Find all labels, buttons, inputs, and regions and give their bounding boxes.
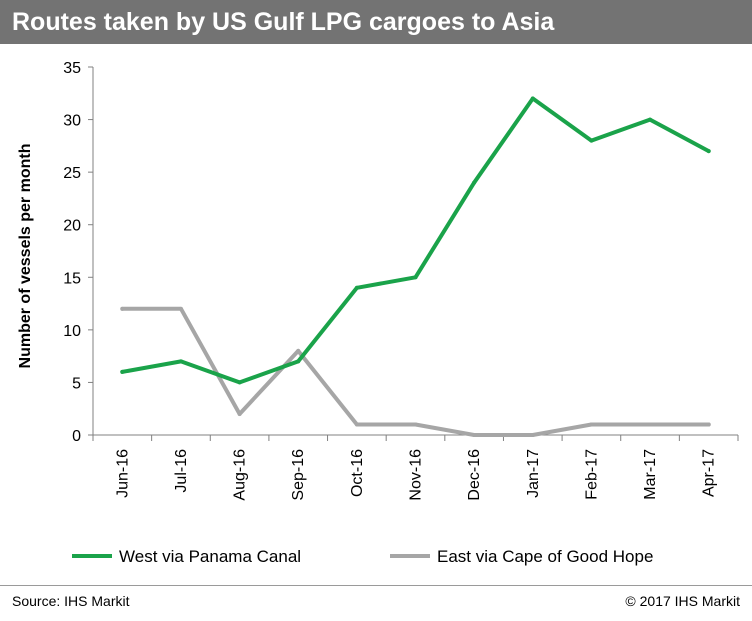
y-tick-label: 25 — [63, 165, 81, 182]
data-point — [589, 422, 594, 427]
x-tick-label: Aug-16 — [232, 449, 249, 501]
x-tick-label: Oct-16 — [349, 449, 366, 497]
data-point — [296, 359, 301, 364]
copyright-note: © 2017 IHS Markit — [625, 593, 740, 609]
data-point — [120, 369, 125, 374]
x-tick-label: Mar-17 — [642, 449, 659, 500]
data-point — [530, 433, 535, 437]
legend: West via Panama Canal East via Cape of Go… — [72, 547, 653, 566]
data-point — [178, 359, 183, 364]
x-tick-label: Sep-16 — [290, 449, 307, 501]
footer-divider — [0, 585, 752, 586]
data-point — [648, 117, 653, 122]
series-line-west — [120, 96, 711, 385]
y-axis-title: Number of vessels per month — [17, 144, 34, 369]
data-point — [706, 149, 711, 154]
y-tick-label: 15 — [63, 270, 81, 287]
x-tick-label: Jun-16 — [114, 449, 131, 498]
y-tick-label: 35 — [63, 60, 81, 77]
y-tick-label: 5 — [72, 375, 81, 392]
data-point — [237, 380, 242, 385]
data-point — [237, 411, 242, 416]
data-point — [589, 138, 594, 143]
data-point — [296, 348, 301, 353]
x-tick-label: Nov-16 — [408, 449, 425, 501]
x-tick-label: Jul-16 — [173, 449, 190, 493]
y-tick-label: 20 — [63, 218, 81, 235]
data-point — [413, 422, 418, 427]
x-tick-label: Dec-16 — [466, 449, 483, 501]
legend-label-east: East via Cape of Good Hope — [437, 547, 653, 566]
data-point — [120, 306, 125, 311]
data-point — [706, 422, 711, 427]
data-point — [530, 96, 535, 101]
y-tick-label: 10 — [63, 323, 81, 340]
source-note: Source: IHS Markit — [12, 593, 130, 609]
x-tick-label: Jan-17 — [525, 449, 542, 498]
data-point — [413, 275, 418, 280]
x-tick-label: Feb-17 — [583, 449, 600, 500]
data-point — [472, 433, 477, 437]
legend-label-west: West via Panama Canal — [119, 547, 301, 566]
data-point — [178, 306, 183, 311]
y-tick-label: 0 — [72, 428, 81, 445]
y-tick-label: 30 — [63, 113, 81, 130]
data-point — [354, 422, 359, 427]
axes: 0 5 10 15 20 25 30 35 Jun-16 Jul-16 Aug-16 Sep-16 Oc… — [17, 60, 739, 501]
data-point — [354, 285, 359, 290]
series-lines — [120, 96, 711, 437]
data-point — [648, 422, 653, 427]
data-point — [472, 180, 477, 185]
chart-title: Routes taken by US Gulf LPG cargoes to A… — [0, 0, 752, 44]
x-tick-label: Apr-17 — [701, 449, 718, 497]
